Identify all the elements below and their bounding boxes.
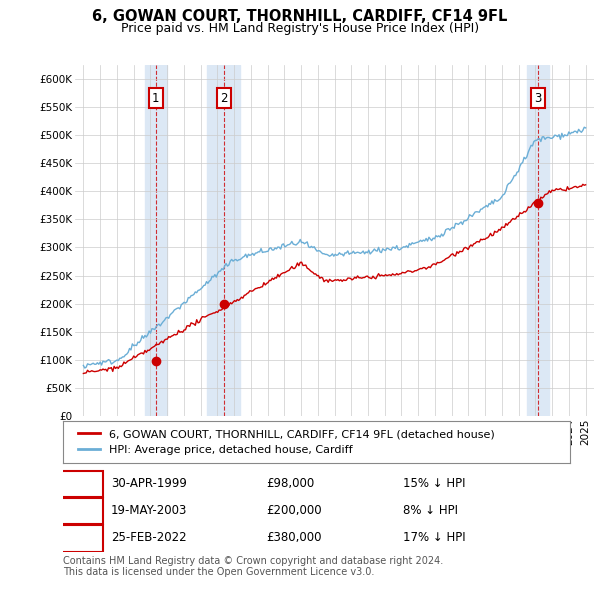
Text: Contains HM Land Registry data © Crown copyright and database right 2024.
This d: Contains HM Land Registry data © Crown c… bbox=[63, 556, 443, 578]
Text: 15% ↓ HPI: 15% ↓ HPI bbox=[403, 477, 465, 490]
Bar bbox=[145, 65, 167, 416]
FancyBboxPatch shape bbox=[60, 525, 103, 552]
Text: £98,000: £98,000 bbox=[266, 477, 314, 490]
FancyBboxPatch shape bbox=[60, 498, 103, 525]
Text: 25-FEB-2022: 25-FEB-2022 bbox=[111, 531, 187, 544]
Text: 1: 1 bbox=[152, 92, 160, 105]
Text: 8% ↓ HPI: 8% ↓ HPI bbox=[403, 504, 458, 517]
Text: 19-MAY-2003: 19-MAY-2003 bbox=[111, 504, 188, 517]
FancyBboxPatch shape bbox=[60, 471, 103, 497]
Text: 2: 2 bbox=[220, 92, 227, 105]
Text: 6, GOWAN COURT, THORNHILL, CARDIFF, CF14 9FL: 6, GOWAN COURT, THORNHILL, CARDIFF, CF14… bbox=[92, 9, 508, 24]
Text: Price paid vs. HM Land Registry's House Price Index (HPI): Price paid vs. HM Land Registry's House … bbox=[121, 22, 479, 35]
Text: 1: 1 bbox=[77, 477, 85, 490]
Text: 30-APR-1999: 30-APR-1999 bbox=[111, 477, 187, 490]
Bar bbox=[207, 65, 241, 416]
Text: 3: 3 bbox=[77, 531, 85, 544]
Text: 17% ↓ HPI: 17% ↓ HPI bbox=[403, 531, 466, 544]
Text: £380,000: £380,000 bbox=[266, 531, 322, 544]
Legend: 6, GOWAN COURT, THORNHILL, CARDIFF, CF14 9FL (detached house), HPI: Average pric: 6, GOWAN COURT, THORNHILL, CARDIFF, CF14… bbox=[74, 425, 499, 459]
Text: £200,000: £200,000 bbox=[266, 504, 322, 517]
Text: 2: 2 bbox=[77, 504, 85, 517]
Text: 3: 3 bbox=[534, 92, 542, 105]
Bar bbox=[527, 65, 549, 416]
